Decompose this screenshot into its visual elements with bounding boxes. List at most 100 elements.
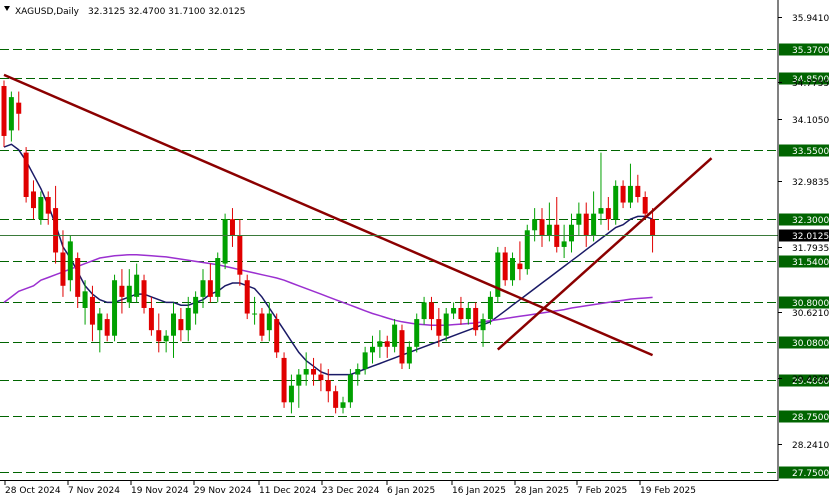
time-tick-label: 28 Oct 2024 — [5, 486, 61, 496]
time-tick-label: 19 Feb 2025 — [640, 486, 696, 496]
candle-body — [465, 307, 471, 320]
candle-body — [38, 196, 44, 220]
level-badge — [779, 296, 829, 309]
time-tick-label: 16 Jan 2025 — [452, 486, 506, 496]
candle-body — [598, 208, 604, 214]
candle-body — [532, 219, 538, 231]
candle-body — [502, 252, 508, 281]
candle-body — [406, 346, 412, 364]
candle-body — [53, 208, 59, 253]
price-tick-label: 28.2410 — [792, 441, 829, 451]
moving-average-line — [3, 253, 653, 326]
candle-body — [1, 86, 7, 136]
candle-body — [311, 369, 317, 375]
level-badge — [779, 374, 829, 387]
candle-body — [97, 313, 103, 331]
candle-body — [333, 391, 339, 408]
price-axis: 35.3700 34.8500 33.5500 32.3000 31.5400 30.80… — [778, 14, 829, 479]
candle-body — [650, 219, 656, 236]
candle-body — [244, 280, 250, 314]
candle-body — [252, 313, 258, 315]
candle-body — [215, 258, 221, 297]
price-tick-label: 29.4330 — [792, 375, 829, 385]
candle-body — [16, 102, 22, 114]
candle-body — [473, 307, 479, 331]
candle-body — [288, 385, 294, 403]
candle-body — [414, 319, 420, 347]
candle-body — [605, 208, 611, 220]
candle-body — [451, 307, 457, 314]
level-badge — [779, 144, 829, 157]
candle-body — [104, 319, 110, 336]
candle-body — [325, 380, 331, 392]
candle-body — [193, 296, 199, 314]
candle-body — [384, 341, 390, 347]
candle-body — [200, 280, 206, 297]
candle-body — [229, 219, 235, 236]
price-tick-label: 34.1050 — [792, 116, 829, 126]
level-badge — [779, 466, 829, 479]
candle-body — [303, 369, 309, 375]
price-tick-label: 35.9410 — [792, 14, 829, 24]
current-price-label: 32.0125 — [792, 232, 829, 242]
candle-body — [399, 330, 405, 364]
candle-body — [487, 296, 493, 320]
candle-body — [318, 374, 324, 381]
candle-body — [347, 374, 353, 403]
candle-body — [561, 241, 567, 247]
time-tick-label: 19 Nov 2024 — [131, 486, 189, 496]
candle-body — [428, 302, 434, 320]
candle-body — [141, 280, 147, 308]
candle-body — [546, 224, 552, 236]
candle-body — [222, 219, 228, 264]
level-badge — [779, 213, 829, 226]
candle-body — [421, 302, 427, 320]
candle-body — [524, 230, 530, 270]
candle-body — [134, 274, 140, 297]
candle-body — [510, 258, 516, 281]
candle-body — [266, 313, 272, 331]
candle-body — [436, 319, 442, 336]
candle-body — [340, 402, 346, 408]
current-price-badge — [779, 229, 829, 242]
candle-body — [377, 341, 383, 347]
time-tick-label: 11 Dec 2024 — [259, 486, 317, 496]
time-tick-label: 28 Jan 2025 — [515, 486, 569, 496]
candle-body — [568, 224, 574, 242]
chart-ohlc-values: 32.3125 32.4700 31.7100 32.0125 — [88, 7, 245, 17]
level-badge-label: 33.5500 — [792, 147, 829, 157]
candle-body — [281, 357, 287, 403]
candle-body — [60, 252, 66, 286]
time-tick-label: 7 Feb 2025 — [577, 486, 627, 496]
candles — [1, 80, 656, 414]
candle-body — [355, 369, 361, 375]
candle-body — [591, 213, 597, 236]
candle-body — [642, 196, 648, 214]
price-tick-label: 32.9835 — [792, 178, 829, 188]
candle-body — [480, 319, 486, 331]
level-badge-label: 30.0800 — [792, 339, 829, 349]
level-badge — [779, 336, 829, 349]
candle-body — [45, 196, 51, 214]
time-tick-label: 23 Dec 2024 — [322, 486, 380, 496]
candle-body — [458, 307, 464, 320]
level-badge-label: 30.8000 — [792, 299, 829, 309]
price-tick-label: 30.6210 — [792, 309, 829, 319]
time-tick-label: 7 Nov 2024 — [68, 486, 120, 496]
price-tick-label: 34.7755 — [792, 79, 829, 89]
trendlines — [3, 73, 713, 357]
candle-body — [112, 280, 118, 336]
candle-body — [237, 235, 243, 275]
candle-body — [75, 258, 81, 297]
candle-body — [443, 313, 449, 336]
candle-body — [259, 313, 265, 336]
time-tick-label: 29 Nov 2024 — [194, 486, 252, 496]
candle-body — [156, 330, 162, 342]
level-badge-label: 29.4000 — [792, 377, 829, 387]
candle-body — [8, 97, 14, 131]
level-badge-label: 31.5400 — [792, 258, 829, 268]
collapse-triangle-icon[interactable] — [4, 6, 10, 11]
candle-body — [296, 374, 302, 386]
candle-body — [178, 319, 184, 331]
